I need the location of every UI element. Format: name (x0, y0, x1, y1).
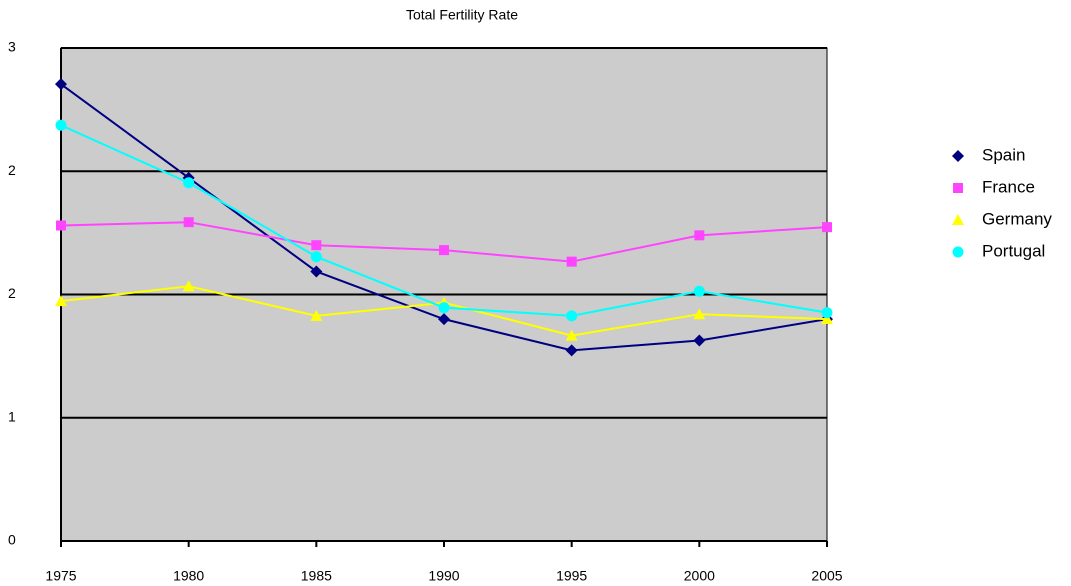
marker (953, 183, 963, 193)
marker (311, 240, 322, 251)
y-tick-label: 2 (8, 162, 16, 178)
marker (55, 78, 67, 91)
x-tick-label: 1985 (301, 568, 332, 584)
chart-title: Total Fertility Rate (406, 7, 518, 23)
marker (693, 308, 706, 320)
marker (55, 295, 67, 307)
marker (182, 280, 195, 292)
x-tick-label: 1980 (173, 568, 204, 584)
marker (821, 313, 833, 325)
x-tick-label: 1995 (556, 568, 587, 584)
x-tick-label: 1975 (45, 568, 76, 584)
marker (693, 334, 706, 347)
marker (56, 220, 66, 231)
legend-label: France (982, 177, 1035, 196)
legend-label: Germany (982, 209, 1052, 228)
marker (952, 214, 964, 225)
y-tick-label: 3 (8, 39, 16, 55)
marker (952, 246, 964, 258)
marker (565, 344, 578, 357)
marker (55, 119, 67, 131)
x-tick-label: 2005 (811, 568, 842, 584)
marker (310, 251, 322, 263)
marker (822, 222, 832, 233)
marker (310, 265, 323, 278)
marker (183, 217, 194, 228)
x-tick-label: 2000 (684, 568, 715, 584)
marker (438, 302, 450, 314)
x-tick-label: 1990 (428, 568, 459, 584)
marker (183, 177, 195, 189)
legend-label: Portugal (982, 241, 1045, 260)
marker (821, 307, 833, 319)
marker (952, 150, 964, 162)
y-tick-label: 0 (8, 532, 16, 548)
legend-label: Spain (982, 145, 1025, 164)
marker (566, 310, 578, 322)
y-tick-label: 2 (8, 285, 16, 301)
marker (565, 329, 578, 341)
marker (566, 256, 577, 267)
marker (693, 285, 705, 297)
marker (694, 230, 705, 241)
y-tick-label: 1 (8, 408, 16, 424)
marker (438, 313, 450, 326)
marker (439, 245, 449, 256)
marker (310, 309, 323, 321)
